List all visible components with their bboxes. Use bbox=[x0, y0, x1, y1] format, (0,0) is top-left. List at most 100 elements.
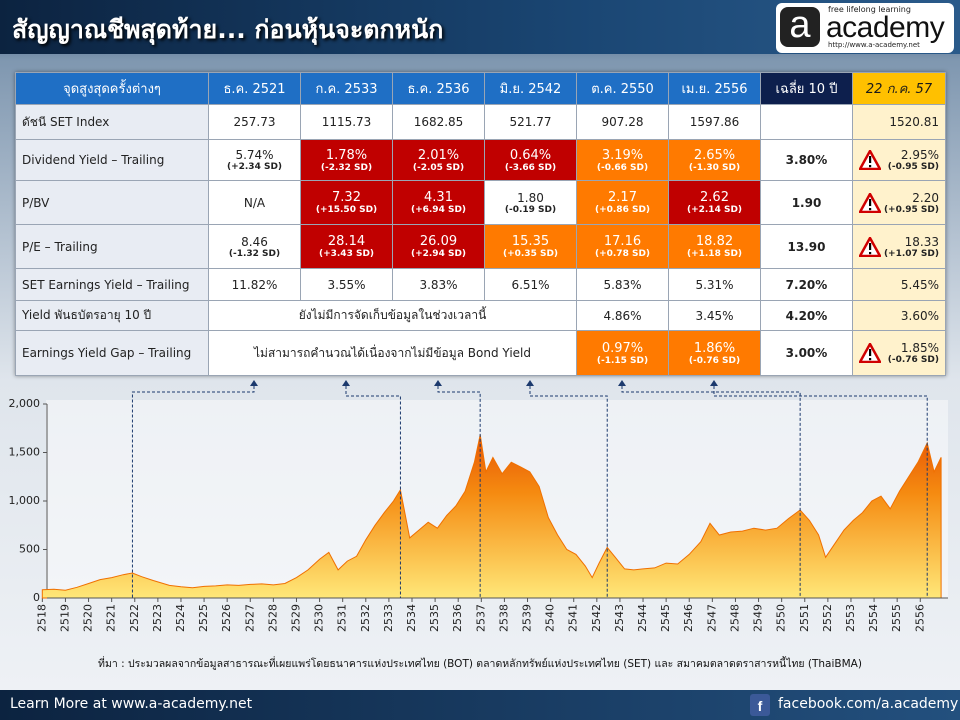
footer-website[interactable]: Learn More at www.a-academy.net bbox=[10, 696, 253, 712]
source-note: ที่มา : ประมวลผลจากข้อมูลสาธารณะที่เผยแพ… bbox=[98, 658, 862, 670]
y-tick-label: 500 bbox=[19, 543, 40, 556]
column-header: เฉลี่ย 10 ปี bbox=[760, 72, 853, 105]
table-cell: 1.78% (-2.32 SD) bbox=[300, 139, 393, 181]
table-cell: 0.64% (-3.66 SD) bbox=[484, 139, 577, 181]
table-cell: 6.51% bbox=[484, 268, 577, 301]
table-cell: 3.45% bbox=[668, 300, 761, 331]
connector bbox=[713, 381, 928, 598]
table-row: Yield พันธบัตรอายุ 10 ปี ยังไม่มีการจัดเก… bbox=[15, 300, 946, 331]
row-label: Yield พันธบัตรอายุ 10 ปี bbox=[15, 300, 209, 331]
sd-label: (-0.95 SD) bbox=[887, 162, 939, 172]
x-tick-label: 2527 bbox=[243, 604, 256, 632]
table-cell: 3.83% bbox=[392, 268, 485, 301]
warning-icon bbox=[859, 192, 881, 213]
cell-value: 5.74% bbox=[235, 148, 274, 162]
sd-label: (-3.66 SD) bbox=[504, 162, 557, 173]
table-cell: 18.82 (+1.18 SD) bbox=[668, 224, 761, 269]
table-cell: 13.90 bbox=[760, 224, 853, 269]
cell-value: 2.62 bbox=[700, 190, 729, 205]
table-cell: N/A bbox=[208, 180, 301, 225]
x-tick-label: 2534 bbox=[405, 604, 418, 632]
warning-bar bbox=[869, 156, 872, 163]
row-label: SET Earnings Yield – Trailing bbox=[15, 268, 209, 301]
x-tick-label: 2533 bbox=[382, 604, 395, 632]
table-cell: 2.01% (-2.05 SD) bbox=[392, 139, 485, 181]
sd-label: (+2.14 SD) bbox=[686, 205, 743, 215]
footer-facebook[interactable]: facebook.com/a.academy bbox=[778, 696, 959, 712]
connector-arrow bbox=[434, 380, 442, 386]
cell-value: 5.45% bbox=[900, 277, 939, 292]
row-label: Earnings Yield Gap – Trailing bbox=[15, 330, 209, 376]
x-tick-label: 2528 bbox=[266, 604, 279, 632]
table-cell: 2.62 (+2.14 SD) bbox=[668, 180, 761, 225]
x-tick-label: 2554 bbox=[867, 604, 880, 632]
x-tick-label: 2531 bbox=[336, 604, 349, 632]
connector-arrow bbox=[250, 380, 258, 386]
cell-value: 1.78% bbox=[325, 147, 368, 163]
table-cell: 1.90 bbox=[760, 180, 853, 225]
sd-label: (+0.86 SD) bbox=[594, 205, 651, 215]
sd-label: (+2.94 SD) bbox=[410, 249, 467, 259]
x-tick-label: 2547 bbox=[705, 604, 718, 632]
sd-label: (+0.78 SD) bbox=[594, 249, 651, 259]
row-label: ดัชนี SET Index bbox=[15, 104, 209, 140]
x-tick-label: 2518 bbox=[35, 604, 48, 632]
x-tick-label: 2555 bbox=[890, 604, 903, 632]
cell-value: 4.31 bbox=[424, 190, 453, 205]
x-tick-label: 2536 bbox=[451, 604, 464, 632]
table-cell: 2.17 (+0.86 SD) bbox=[576, 180, 669, 225]
cell-value: 3.60% bbox=[900, 308, 939, 323]
x-tick-label: 2521 bbox=[105, 604, 118, 632]
logo-url: http://www.a-academy.net bbox=[828, 41, 920, 49]
cell-value: 6.51% bbox=[511, 277, 550, 292]
sd-label: (+3.43 SD) bbox=[318, 249, 375, 259]
y-tick-label: 1,000 bbox=[9, 494, 41, 507]
cell-value: 8.46 bbox=[241, 234, 268, 249]
data-table: จุดสูงสุดครั้งต่างๆ ธ.ค. 2521 ก.ค. 2533 ธ.ค… bbox=[15, 72, 946, 376]
table-cell: 2.65% (-1.30 SD) bbox=[668, 139, 761, 181]
x-tick-label: 2543 bbox=[613, 604, 626, 632]
column-header: ธ.ค. 2521 bbox=[208, 72, 301, 105]
column-header: เม.ย. 2556 bbox=[668, 72, 761, 105]
connector-arrow bbox=[710, 380, 718, 386]
table-cell: 8.46 (-1.32 SD) bbox=[208, 224, 301, 269]
cell-value: 1597.86 bbox=[689, 115, 740, 129]
y-tick-label: 0 bbox=[33, 591, 40, 604]
x-tick-label: 2549 bbox=[752, 604, 765, 632]
warning-bar bbox=[869, 242, 872, 250]
cell-value: 7.20% bbox=[785, 277, 828, 292]
table-cell: 3.80% bbox=[760, 139, 853, 181]
cell-value: 907.28 bbox=[601, 115, 644, 129]
table-cell: 2.95% (-0.95 SD) bbox=[852, 139, 946, 181]
x-tick-label: 2545 bbox=[659, 604, 672, 632]
table-cell: 3.00% bbox=[760, 330, 853, 376]
cell-value: 2.17 bbox=[608, 190, 637, 205]
cell-value: 2.20 bbox=[912, 190, 939, 205]
column-header: มิ.ย. 2542 bbox=[484, 72, 577, 105]
sd-label: (-0.19 SD) bbox=[504, 204, 557, 215]
sd-label: (+0.95 SD) bbox=[883, 204, 939, 215]
y-tick-label: 2,000 bbox=[9, 397, 41, 410]
table-cell: 2.20 (+0.95 SD) bbox=[852, 180, 946, 225]
footer-bar: Learn More at www.a-academy.net f facebo… bbox=[0, 690, 960, 720]
table-cell: 257.73 bbox=[208, 104, 301, 140]
table-cell: 4.31 (+6.94 SD) bbox=[392, 180, 485, 225]
connector bbox=[437, 381, 481, 598]
cell-value: 11.82% bbox=[231, 277, 278, 292]
x-tick-label: 2526 bbox=[220, 604, 233, 632]
table-row: SET Earnings Yield – Trailing 11.82% 3.55%… bbox=[15, 268, 946, 301]
table-row: P/BV N/A 7.32 (+15.50 SD) 4.31 (+6.94 SD) 1.80… bbox=[15, 180, 946, 225]
table-cell: 4.20% bbox=[760, 300, 853, 331]
connector bbox=[529, 381, 608, 598]
column-header: 22 ก.ค. 57 bbox=[852, 72, 946, 105]
table-cell: 4.86% bbox=[576, 300, 669, 331]
sd-label: (-1.32 SD) bbox=[228, 248, 281, 259]
cell-value: 3.19% bbox=[601, 147, 644, 163]
sd-label: (-0.66 SD) bbox=[596, 162, 649, 173]
cell-value: 13.90 bbox=[787, 239, 826, 254]
cell-value: 257.73 bbox=[233, 115, 276, 129]
x-tick-label: 2524 bbox=[174, 604, 187, 632]
x-tick-label: 2532 bbox=[359, 604, 372, 632]
cell-value: 17.16 bbox=[603, 234, 642, 249]
